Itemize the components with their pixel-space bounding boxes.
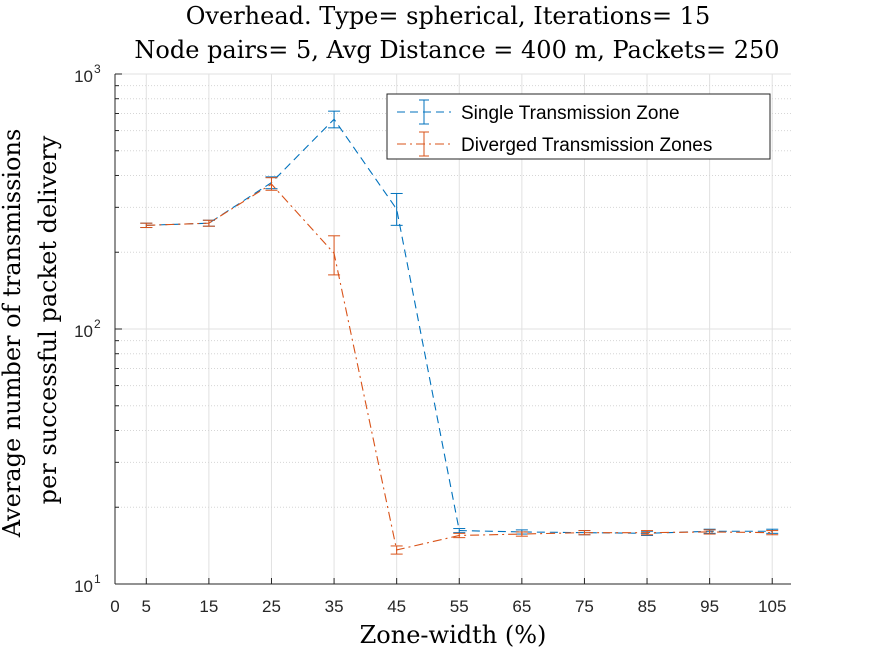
legend-sample-single [397, 99, 451, 125]
y-tick-label-exponent: 2 [94, 317, 101, 331]
error-bar [703, 529, 716, 535]
y-axis-label-line-2: per successful packet delivery [34, 135, 62, 504]
chart-title-line-1: Overhead. Type= spherical, Iterations= 1… [186, 2, 710, 30]
legend-box [386, 93, 771, 160]
legend: Single Transmission Zone Diverged Transm… [386, 93, 771, 160]
series-diverged-transmission-zones [140, 177, 779, 555]
error-bar [328, 235, 341, 276]
legend-label-diverged: Diverged Transmission Zones [461, 135, 712, 156]
error-bar [578, 530, 591, 536]
x-tick-label: 5 [142, 597, 151, 616]
y-tick-label-exponent: 1 [94, 572, 101, 586]
error-bar [453, 528, 466, 534]
axes [114, 73, 791, 585]
x-tick-label: 45 [387, 597, 406, 616]
x-tick-label: 65 [512, 597, 531, 616]
y-tick-label-exponent: 3 [94, 62, 101, 76]
legend-item-single-transmission-zone: Single Transmission Zone [397, 99, 680, 125]
y-axis-label-line-1: Average number of transmissions [0, 129, 26, 539]
error-bar [453, 532, 466, 539]
x-tick-label: 55 [450, 597, 469, 616]
error-bar [390, 545, 403, 555]
error-bar [766, 530, 779, 536]
error-bar [515, 531, 528, 537]
error-bar [328, 110, 341, 129]
x-tick-label: 85 [638, 597, 657, 616]
error-bar [641, 530, 654, 536]
x-tick-label: 95 [700, 597, 719, 616]
chart-title-line-2: Node pairs= 5, Avg Distance = 400 m, Pac… [134, 36, 779, 64]
error-bar [265, 177, 278, 191]
x-tick-label: 15 [199, 597, 218, 616]
x-tick-label: 0 [110, 597, 119, 616]
y-tick-label: 10 [74, 322, 93, 341]
series-layer [140, 110, 779, 555]
error-bar [202, 219, 215, 227]
x-tick-label: 25 [262, 597, 281, 616]
error-bar [390, 192, 403, 226]
legend-sample-diverged [397, 131, 451, 157]
y-tick-label: 10 [74, 577, 93, 596]
x-tick-label: 75 [575, 597, 594, 616]
x-axis-label: Zone-width (%) [360, 621, 547, 649]
x-tick-label: 35 [325, 597, 344, 616]
error-bar [140, 222, 153, 229]
legend-item-diverged-transmission-zones: Diverged Transmission Zones [397, 131, 712, 157]
x-tick-label: 105 [758, 597, 786, 616]
legend-label-single: Single Transmission Zone [461, 103, 680, 124]
y-tick-label: 10 [74, 67, 93, 86]
